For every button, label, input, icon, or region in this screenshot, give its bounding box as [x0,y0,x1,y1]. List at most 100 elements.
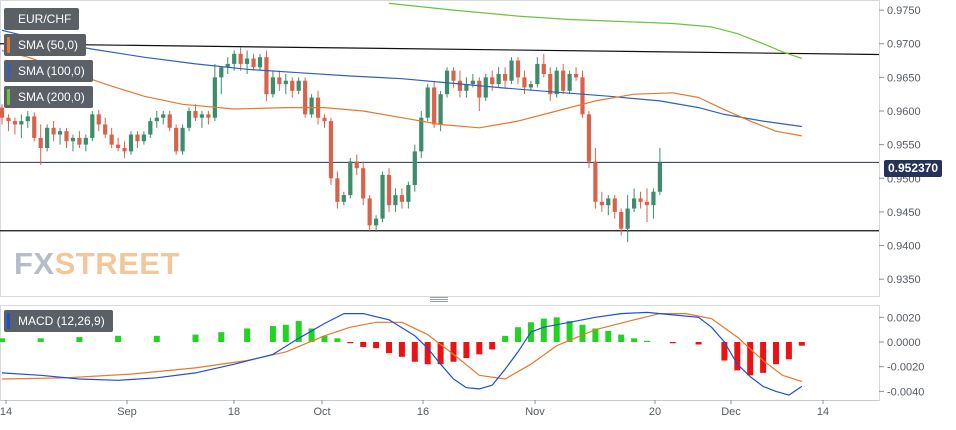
candle-body-down [593,161,598,202]
candle-body-up [341,195,346,202]
candle-body-down [122,148,127,152]
candle-body-down [135,134,140,142]
macd-hist-bar-pos [115,335,122,343]
candle-body-up [25,116,30,122]
candle-body-down [522,77,527,88]
candle-body-down [638,198,643,202]
price-y-tick-label: 0.9700 [887,39,921,51]
macd-line [1,311,803,396]
legend-sma100[interactable]: SMA (100,0) [4,60,93,82]
legend-macd-label: MACD (12,26,9) [18,314,105,328]
candle-body-down [361,168,366,199]
macd-hist-bar-neg [760,342,767,373]
price-y-tick-label: 0.9450 [887,207,921,219]
candle-body-up [283,80,288,85]
candle-body-down [238,53,243,64]
macd-hist-bar-pos [0,338,5,343]
candle-body-down [386,174,392,206]
candle-body-down [490,77,495,85]
candle-body-up [406,185,411,202]
macd-hist-bar-pos [502,335,509,343]
price-y-tick-label: 0.9650 [887,72,921,84]
candle-body-up [348,161,353,196]
macd-hist-bar-neg [669,342,676,344]
candle-body-down [206,114,211,118]
candle-body-down [38,137,43,148]
candle-body-down [561,70,566,91]
candle-body-down [399,195,404,202]
candle-body-up [154,117,159,122]
legend-instrument-label: EUR/CHF [18,12,72,26]
legend-macd[interactable]: MACD (12,26,9) [4,310,113,332]
macd-hist-bar-neg [360,342,367,347]
candle-body-up [509,60,514,81]
macd-hist-bar-neg [695,342,702,345]
candle-body-down [451,70,456,81]
price-y-tick-label: 0.9550 [887,140,921,152]
candle-body-up [554,70,559,95]
macd-hist-bar-neg [476,342,483,355]
candle-body-down [335,178,340,202]
macd-hist-bar-pos [37,338,44,343]
macd-y-tick-label: 0.0020 [887,312,921,324]
candle-body-down [432,87,437,125]
sma50-line [1,49,802,137]
legend-sma200[interactable]: SMA (200,0) [4,86,93,108]
candle-body-down [167,114,172,128]
candle-body-up [528,84,533,88]
macd-hist-bar-neg [347,342,354,344]
candle-body-down [116,144,121,148]
candle-body-down [548,74,553,95]
candle-body-down [644,201,650,206]
candle-body-up [141,134,146,142]
macd-hist-bar-neg [373,342,380,349]
candle-body-up [70,137,76,142]
legend-sma50[interactable]: SMA (50,0) [4,34,87,56]
candle-body-down [586,114,592,162]
candle-body-down [174,127,179,152]
macd-y-tick-label: -0.0020 [887,362,924,374]
candle-body-up [219,67,224,78]
candle-body-up [19,121,24,125]
candle-body-down [109,134,114,145]
x-tick-label: 16 [417,406,429,418]
sma200-swatch [7,89,10,105]
candle-body-down [6,117,11,122]
macd-hist-bar-neg [747,342,754,376]
macd-hist-bar-pos [515,327,521,343]
price-y-tick-label: 0.9600 [887,106,921,118]
candle-body-up [45,127,50,148]
x-tick-label: Oct [313,406,330,418]
legend-instrument[interactable]: EUR/CHF [4,8,80,30]
candle-body-up [483,77,488,98]
candle-body-up [90,114,95,138]
macd-hist-bar-pos [605,330,612,343]
candle-body-down [193,111,198,118]
candle-body-down [0,107,5,118]
candle-body-up [245,58,250,64]
macd-hist-bar-pos [153,335,160,343]
macd-hist-bar-pos [579,324,586,343]
x-tick-label: Sep [117,406,137,418]
candle-body-up [309,97,314,115]
macd-hist-bar-pos [553,317,560,343]
candle-body-up [161,114,166,118]
candle-body-up [374,218,379,226]
candle-body-down [303,80,308,115]
candle-body-down [77,137,82,145]
macd-y-tick-label: -0.0040 [887,386,924,398]
price-panel-frame [0,0,880,297]
candle-body-up [232,53,237,64]
macd-hist-bar-neg [489,342,496,350]
macd-hist-bar-pos [269,325,276,343]
candle-body-up [225,63,230,68]
candle-body-down [503,74,508,81]
candle-body-down [599,201,604,206]
candle-body-down [290,80,295,91]
macd-hist-bar-neg [450,342,457,362]
candle-body-down [32,116,37,138]
candle-body-up [212,77,217,118]
candle-body-up [393,195,398,206]
candle-body-down [541,63,546,74]
